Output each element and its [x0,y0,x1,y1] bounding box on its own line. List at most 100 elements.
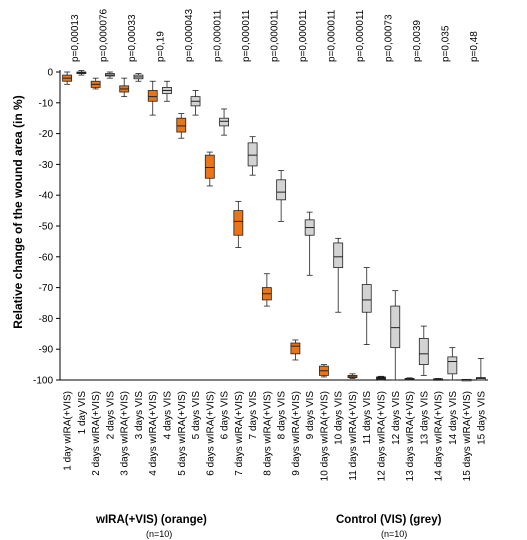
p-value-label: p=0,00073 [384,14,395,62]
p-value-label: p=0,0039 [412,20,423,62]
x-tick-label: 12 days VIS [391,391,402,445]
p-value-label: p=0,000011 [298,9,309,62]
box-16 [290,339,301,361]
x-tick-label: 6 days wIRA(+VIS) [205,391,216,476]
box-9 [190,90,201,116]
box-5 [133,73,144,82]
box-15 [276,170,287,222]
box-iqr [333,242,344,268]
x-tick-label: 15 days VIS [476,391,487,445]
p-value-label: p=0,000011 [270,9,281,62]
box-18 [319,364,329,378]
p-value-label: p=0,19 [155,31,166,62]
x-tick-label: 7 days VIS [248,391,259,440]
x-tick-label: 15 days wIRA(+VIS) [462,391,473,481]
box-3 [105,71,115,79]
p-value-label: p=0,00033 [127,14,138,62]
box-26 [433,378,443,381]
box-21 [361,267,372,345]
p-value-label: p=0,000043 [184,8,195,62]
y-tick-label: -10 [39,98,54,109]
box-27 [447,347,458,381]
box-14 [261,273,272,307]
legend-control-label: Control (VIS) (grey) [336,514,442,526]
box-iqr [447,356,458,375]
box-iqr [247,142,258,167]
y-tick-label: -80 [39,314,54,325]
x-tick-label: 6 days VIS [220,391,231,440]
box-13 [247,136,258,176]
box-20 [347,373,358,379]
box-iqr [361,284,372,313]
y-tick-label: -100 [33,376,53,387]
box-iqr [204,154,215,179]
box-19 [333,237,344,313]
x-tick-label: 8 days VIS [277,391,288,440]
y-axis-label: Relative change of the wound area (in %) [11,95,25,328]
box-1 [76,70,87,76]
y-tick-label: 0 [47,68,53,79]
x-tick-label: 4 days VIS [163,391,174,440]
box-6 [147,80,158,116]
x-tick-label: 13 days wIRA(+VIS) [405,391,416,481]
p-value-label: p=0,00013 [70,14,81,62]
x-tick-label: 14 days VIS [448,391,459,445]
box-iqr [233,210,244,236]
box-24 [404,377,415,381]
box-iqr [290,342,301,355]
x-tick-label: 12 days wIRA(+VIS) [377,391,388,481]
box-17 [304,211,315,276]
y-axis: 0 -10 -20 -30 -40 -50 -60 -70 -80 -90 -100 [33,68,488,387]
y-tick-label: -70 [39,283,54,294]
x-tick-label: 8 days wIRA(+VIS) [262,391,273,476]
p-value-label: p=0,000011 [327,9,338,62]
box-4 [119,77,130,98]
x-tick-label: 10 days wIRA(+VIS) [319,391,330,481]
box-28 [461,378,472,382]
p-value-label: p=0,000011 [212,9,223,62]
x-tick-label: 11 days VIS [362,391,373,445]
x-tick-label: 3 days wIRA(+VIS) [120,391,131,476]
box-iqr [418,338,429,366]
p-value-label: p=0,48 [469,31,480,62]
box-11 [219,108,229,136]
p-value-label: p=0,000076 [98,8,109,62]
x-tick-label: 4 days wIRA(+VIS) [148,391,159,476]
x-axis: 1 day wIRA(+VIS) 1 day VIS 2 days wIRA(+VI… [63,8,488,481]
box-25 [418,325,429,376]
p-value-label: p=0,035 [441,25,452,62]
box-8 [176,113,187,139]
x-tick-label: 3 days VIS [134,391,145,440]
x-tick-label: 10 days VIS [334,391,345,445]
x-tick-label: 11 days wIRA(+VIS) [348,391,359,481]
x-tick-label: 9 days wIRA(+VIS) [291,391,302,476]
box-iqr [176,117,187,133]
x-tick-label: 2 days wIRA(+VIS) [91,391,102,476]
x-tick-label: 13 days VIS [419,391,430,445]
box-10 [204,151,215,187]
legend-wira-n: (n=10) [146,529,173,539]
y-tick-label: -50 [39,222,54,233]
box-22 [376,375,386,381]
box-2 [90,77,101,90]
box-series [62,70,486,382]
y-tick-label: -30 [39,160,54,171]
x-tick-label: 1 day wIRA(+VIS) [63,391,74,471]
box-iqr [147,90,158,102]
x-tick-label: 5 days VIS [191,391,202,440]
box-0 [62,71,73,85]
x-tick-label: 1 day VIS [77,391,88,435]
box-iqr [276,179,287,201]
box-29 [475,358,486,381]
x-tick-label: 5 days wIRA(+VIS) [177,391,188,476]
box-iqr [390,305,401,349]
y-tick-label: -40 [39,191,54,202]
legend-control-n: (n=10) [381,529,408,539]
x-tick-label: 9 days VIS [305,391,316,440]
box-12 [233,200,244,248]
y-tick-label: -90 [39,345,54,356]
x-tick-label: 2 days VIS [105,391,116,440]
y-tick-label: -60 [39,252,54,263]
y-tick-label: -20 [39,129,54,140]
